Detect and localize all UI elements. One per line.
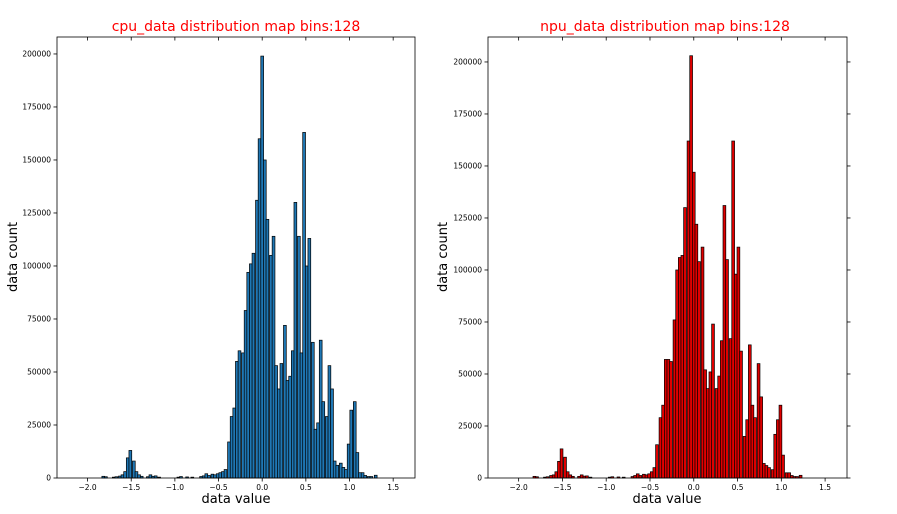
plot-frame: [56, 36, 416, 479]
x-tick-label: 1.5: [819, 483, 831, 492]
x-tick-label: 1.0: [775, 483, 787, 492]
histogram-bar: [293, 202, 298, 479]
y-tick-label: 50000: [27, 368, 51, 377]
histogram-bar: [237, 350, 242, 479]
y-axis-ticks: 0 25000 50000 75000 100000 125000 150000 175000…: [22, 50, 57, 483]
y-tick-label: 175000: [453, 110, 482, 119]
histogram-bar: [373, 474, 378, 479]
y-tick-label: 0: [477, 474, 482, 483]
histogram-bar: [781, 454, 785, 479]
histogram-bar: [725, 259, 729, 479]
histogram-bar: [251, 252, 256, 479]
histogram-bar: [321, 401, 326, 479]
y-tick-label: 0: [46, 474, 51, 483]
histogram-bars: [532, 55, 803, 479]
chart-title: cpu_data distribution map bins:128: [112, 19, 361, 35]
x-tick-label: −0.5: [209, 483, 227, 492]
histogram-bar: [697, 261, 701, 479]
x-tick-label: −2.0: [510, 483, 528, 492]
y-tick-label: 175000: [22, 103, 51, 112]
y-tick-label: 75000: [458, 318, 482, 327]
x-tick-label: 1.0: [344, 483, 356, 492]
x-tick-label: 0.5: [732, 483, 744, 492]
histogram-bar: [655, 444, 659, 479]
x-axis-ticks: −2.0 −1.5 −1.0 −0.5 0.0 0.5 1.0 1.5: [78, 37, 399, 492]
y-tick-label: 125000: [453, 214, 482, 223]
x-axis-ticks: −2.0 −1.5 −1.0 −0.5 0.0 0.5 1.0 1.5: [510, 37, 831, 492]
y-tick-label: 200000: [453, 58, 482, 67]
y-tick-label: 75000: [27, 315, 51, 324]
plot-frame: [487, 36, 848, 479]
cpu-histogram-panel: cpu_data distribution map bins:128 data …: [6, 19, 416, 507]
histogram-bar: [307, 238, 312, 479]
histogram-bar: [349, 409, 353, 479]
x-axis-label: data value: [202, 492, 271, 507]
x-tick-label: −1.5: [553, 483, 571, 492]
histogram-bar: [559, 448, 564, 479]
x-tick-label: −0.5: [641, 483, 659, 492]
y-tick-label: 100000: [22, 262, 51, 271]
histogram-bar: [711, 323, 715, 479]
x-axis-label: data value: [633, 492, 702, 507]
histogram-bar: [279, 363, 284, 479]
y-tick-label: 25000: [458, 422, 482, 431]
histogram-bar: [739, 350, 743, 479]
histogram-bar: [683, 207, 687, 479]
y-tick-label: 200000: [22, 50, 51, 59]
x-tick-label: −1.0: [166, 483, 184, 492]
npu-histogram-panel: npu_data distribution map bins:128 data …: [436, 19, 851, 507]
y-tick-label: 25000: [27, 421, 51, 430]
histogram-bar: [798, 474, 803, 479]
x-tick-label: 1.5: [387, 483, 399, 492]
histogram-bar: [335, 464, 340, 479]
y-tick-label: 125000: [22, 209, 51, 218]
y-tick-label: 100000: [453, 266, 482, 275]
histogram-bar: [767, 467, 771, 479]
histogram-bar: [669, 361, 673, 479]
y-axis-ticks: 0 25000 50000 75000 100000 125000 150000 175000…: [453, 58, 851, 483]
x-tick-label: 0.0: [688, 483, 700, 492]
x-tick-label: 0.0: [256, 483, 268, 492]
x-tick-label: −1.0: [597, 483, 615, 492]
histogram-bars: [101, 55, 378, 479]
x-tick-label: −2.0: [78, 483, 96, 492]
y-axis-label: data count: [6, 222, 21, 292]
y-tick-label: 150000: [453, 162, 482, 171]
y-tick-label: 150000: [22, 156, 51, 165]
x-tick-label: −1.5: [122, 483, 140, 492]
y-tick-label: 50000: [458, 370, 482, 379]
chart-title: npu_data distribution map bins:128: [540, 19, 790, 35]
histogram-bar: [265, 218, 270, 479]
histogram-bar: [128, 450, 133, 479]
y-axis-label: data count: [436, 222, 451, 292]
histogram-bar: [223, 469, 228, 479]
x-tick-label: 0.5: [300, 483, 312, 492]
histogram-bar: [753, 417, 757, 479]
